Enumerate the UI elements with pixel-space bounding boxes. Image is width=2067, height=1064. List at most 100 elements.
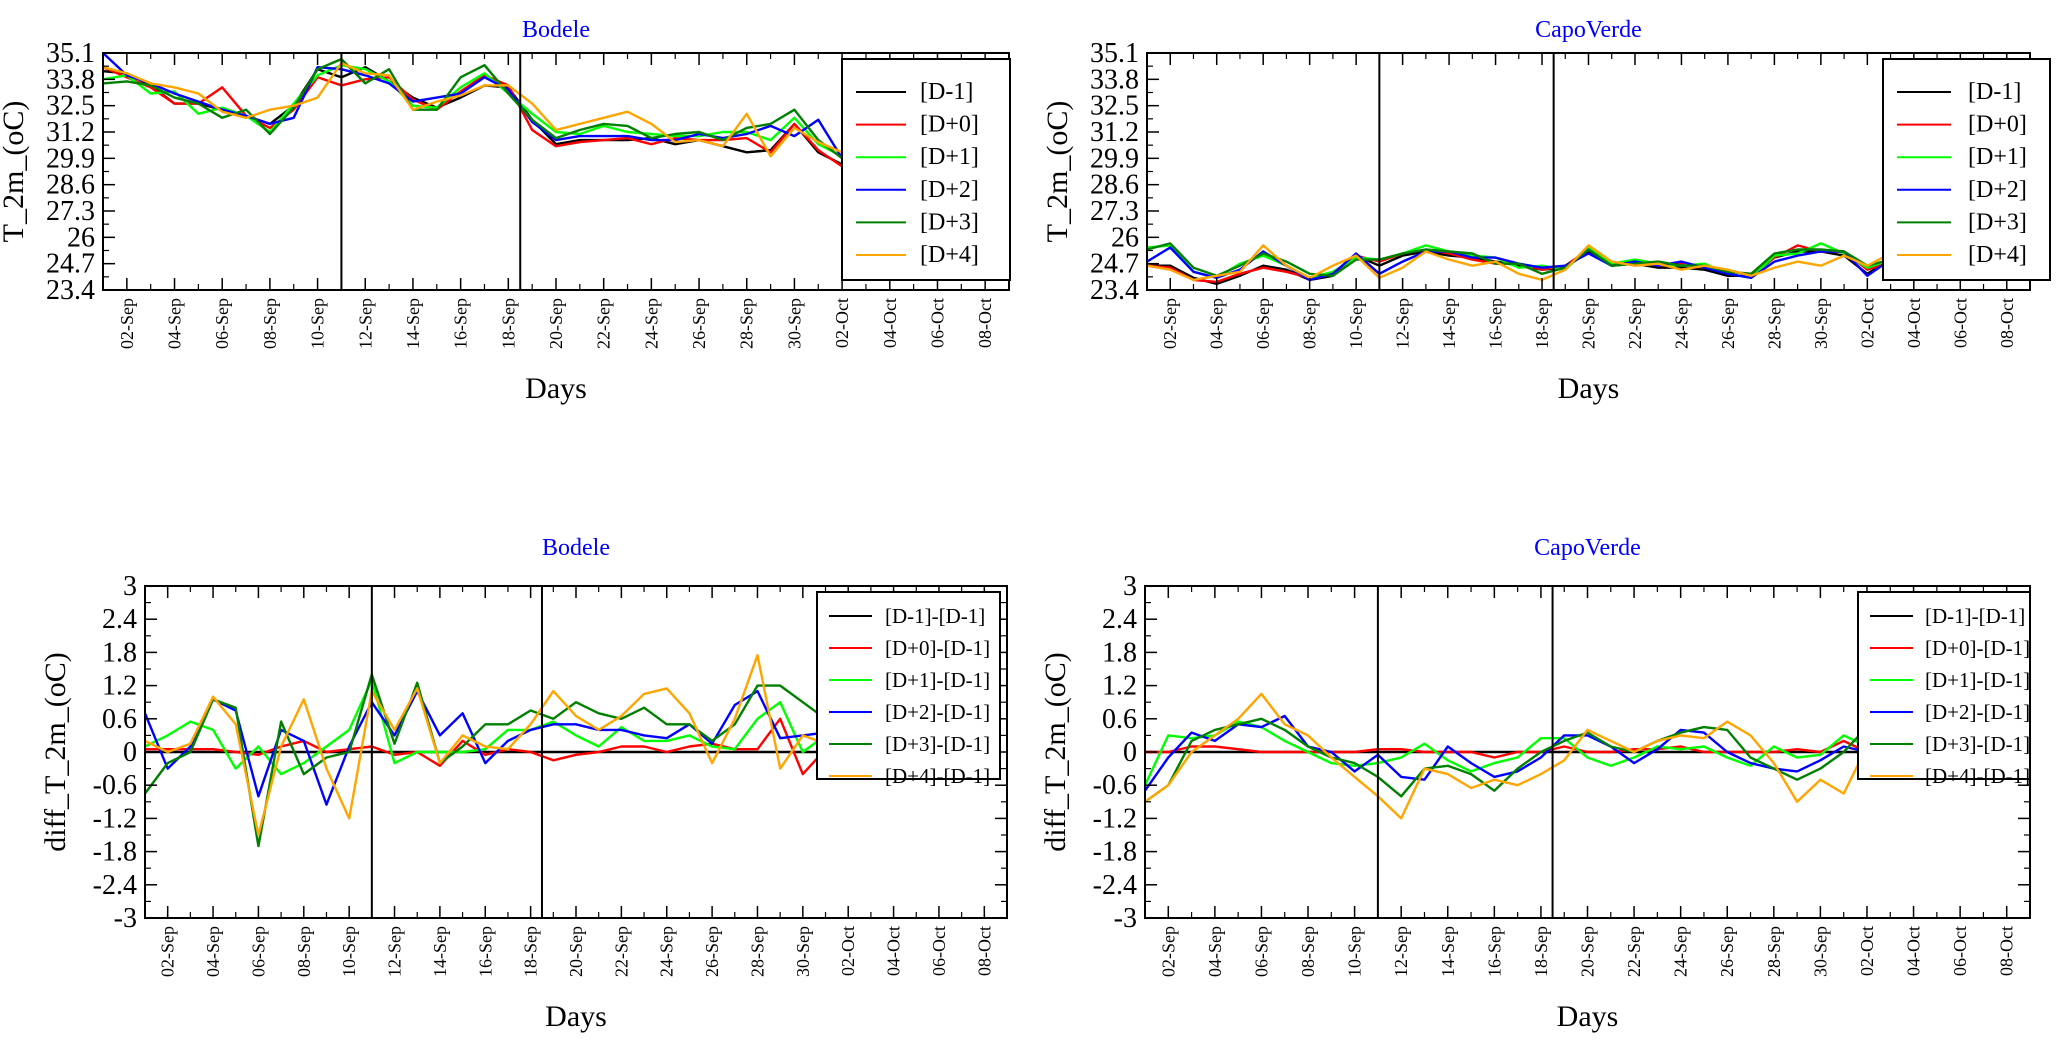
- x-tick-label: 26-Sep: [689, 298, 709, 349]
- x-tick-label: 06-Oct: [1950, 298, 1970, 348]
- x-tick-label: 02-Sep: [117, 298, 137, 349]
- y-axis-label: diff_T_2m_(oC): [1039, 652, 1072, 851]
- chart-panel-2: CapoVerde23.424.72627.328.629.931.232.53…: [1041, 17, 2051, 405]
- y-tick-label: 23.4: [46, 275, 95, 306]
- y-tick-label: 0.6: [102, 704, 137, 735]
- x-tick-label: 14-Sep: [403, 298, 423, 349]
- y-tick-label: -2.4: [1093, 870, 1137, 901]
- series-group: [1145, 692, 1869, 820]
- x-tick-label: 22-Sep: [594, 298, 614, 349]
- y-tick-label: 27.3: [46, 196, 95, 227]
- series-line-dplus2: [1145, 714, 1868, 792]
- series-group: [145, 654, 849, 848]
- x-tick-label: 04-Oct: [880, 298, 900, 348]
- x-tick-label: 22-Sep: [611, 926, 631, 977]
- y-tick-label: 26: [67, 222, 95, 253]
- y-tick-label: 24.7: [1090, 249, 1139, 280]
- legend-label: [D+3]-[D-1]: [885, 732, 990, 756]
- y-tick-label: 29.9: [1090, 143, 1139, 174]
- legend-label: [D+4]: [1968, 242, 2027, 268]
- x-tick-label: 08-Sep: [294, 926, 314, 977]
- x-tick-label: 02-Oct: [838, 926, 858, 976]
- y-tick-label: 0: [1123, 737, 1137, 768]
- legend-label: [D+3]: [920, 209, 979, 235]
- x-tick-label: 06-Oct: [929, 926, 949, 976]
- series-line-dplus4: [103, 61, 843, 158]
- x-tick-label: 12-Sep: [1393, 298, 1413, 349]
- legend-label: [D+4]-[D-1]: [885, 764, 990, 788]
- x-tick-label: 30-Sep: [1811, 298, 1831, 349]
- y-tick-label: 26: [1111, 222, 1139, 253]
- legend-label: [D+4]: [920, 242, 979, 268]
- x-tick-label: 10-Sep: [308, 298, 328, 349]
- x-tick-label: 24-Sep: [1671, 298, 1691, 349]
- series-line-dplus3: [103, 57, 843, 160]
- y-tick-label: 29.9: [46, 143, 95, 174]
- legend-label: [D+0]: [920, 112, 979, 138]
- x-tick-label: 08-Oct: [974, 926, 994, 976]
- series-line-dplus1: [1145, 720, 1868, 786]
- x-tick-label: 20-Sep: [1579, 298, 1599, 349]
- y-tick-label: 33.8: [46, 64, 95, 95]
- x-tick-label: 16-Sep: [475, 926, 495, 977]
- series-line-dplus1: [103, 63, 843, 158]
- x-tick-label: 02-Sep: [158, 926, 178, 977]
- x-tick-label: 06-Oct: [927, 298, 947, 348]
- y-tick-label: 24.7: [46, 249, 95, 280]
- x-tick-label: 30-Sep: [784, 298, 804, 349]
- x-tick-label: 20-Sep: [1578, 926, 1598, 977]
- x-tick-label: 02-Sep: [1160, 298, 1180, 349]
- chart-title: Bodele: [522, 17, 590, 43]
- y-tick-label: -3: [114, 903, 137, 934]
- chart-panel-4: CapoVerde -3-2.4-1.8-1.2-0.600.61.21.82.4…: [1039, 535, 2031, 1033]
- legend-label: [D+0]: [1968, 112, 2027, 138]
- y-tick-label: -3: [1114, 903, 1137, 934]
- legend-box: [1857, 591, 2031, 780]
- x-tick-label: 18-Sep: [1532, 298, 1552, 349]
- x-tick-label: 06-Oct: [1950, 926, 1970, 976]
- legend-label: [D+1]: [1968, 144, 2027, 170]
- legend-box: [816, 591, 1001, 780]
- legend-label: [D-1]: [920, 79, 973, 105]
- series-line-dplus4: [1145, 692, 1869, 820]
- x-axis-label: Days: [1557, 1000, 1619, 1033]
- x-tick-label: 06-Sep: [212, 298, 232, 349]
- y-tick-label: -1.2: [1093, 803, 1137, 834]
- x-tick-label: 02-Oct: [832, 298, 852, 348]
- legend: [D-1] [D+0] [D+1] [D+2] [D+3] [D+4]: [841, 58, 1011, 281]
- x-tick-label: 10-Sep: [1345, 926, 1365, 977]
- legend-label: [D+0]-[D-1]: [885, 636, 990, 660]
- x-tick-label: 12-Sep: [1391, 926, 1411, 977]
- series-line-dplus0: [103, 66, 843, 168]
- x-tick-label: 22-Sep: [1625, 298, 1645, 349]
- x-tick-label: 08-Oct: [975, 298, 995, 348]
- y-tick-label: -0.6: [93, 770, 137, 801]
- y-tick-label: 31.2: [1090, 117, 1139, 148]
- x-tick-label: 16-Sep: [1486, 298, 1506, 349]
- x-tick-label: 08-Sep: [1298, 926, 1318, 977]
- x-tick-label: 28-Sep: [747, 926, 767, 977]
- x-tick-label: 02-Sep: [1158, 926, 1178, 977]
- x-tick-label: 18-Sep: [1531, 926, 1551, 977]
- y-axis-label: diff_T_2m_(oC): [39, 652, 72, 851]
- x-axis-label: Days: [545, 1000, 607, 1033]
- x-tick-label: 10-Sep: [339, 926, 359, 977]
- series-line-dplus4: [145, 654, 849, 837]
- y-tick-label: 1.2: [102, 671, 137, 702]
- chart-title: CapoVerde: [1534, 535, 1641, 561]
- y-tick-label: 32.5: [1090, 91, 1139, 122]
- x-tick-label: 04-Sep: [1207, 298, 1227, 349]
- x-tick-label: 26-Sep: [1718, 298, 1738, 349]
- chart-panel-1: Bodele 23.424.72627.328.629.931.232.533.8…: [0, 17, 1011, 405]
- y-tick-label: 0.6: [1102, 704, 1137, 735]
- y-tick-label: -1.8: [1093, 837, 1137, 868]
- y-tick-label: 1.8: [102, 637, 137, 668]
- y-tick-label: 23.4: [1090, 275, 1139, 306]
- x-tick-label: 12-Sep: [355, 298, 375, 349]
- y-tick-label: 31.2: [46, 117, 95, 148]
- series-line-dplus2: [145, 689, 849, 806]
- legend-label: [D+2]: [1968, 177, 2027, 203]
- x-tick-label: 24-Sep: [1671, 926, 1691, 977]
